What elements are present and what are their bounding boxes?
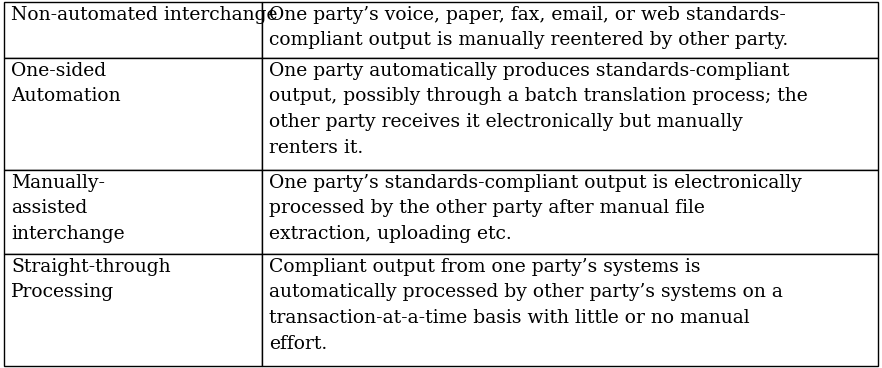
Text: Straight-through
Processing: Straight-through Processing: [11, 258, 171, 301]
Bar: [262, 2, 878, 58]
Bar: [4, 58, 262, 170]
Text: One party’s voice, paper, fax, email, or web standards-
compliant output is manu: One party’s voice, paper, fax, email, or…: [269, 6, 789, 49]
Bar: [4, 170, 262, 254]
Text: Compliant output from one party’s systems is
automatically processed by other pa: Compliant output from one party’s system…: [269, 258, 783, 353]
Text: One-sided
Automation: One-sided Automation: [11, 61, 121, 105]
Text: One party’s standards-compliant output is electronically
processed by the other : One party’s standards-compliant output i…: [269, 174, 802, 243]
Bar: [262, 58, 878, 170]
Bar: [4, 2, 262, 58]
Bar: [262, 170, 878, 254]
Bar: [262, 254, 878, 366]
Text: One party automatically produces standards-compliant
output, possibly through a : One party automatically produces standar…: [269, 61, 808, 157]
Bar: [4, 254, 262, 366]
Text: Manually-
assisted
interchange: Manually- assisted interchange: [11, 174, 125, 243]
Text: Non-automated interchange: Non-automated interchange: [11, 6, 278, 24]
